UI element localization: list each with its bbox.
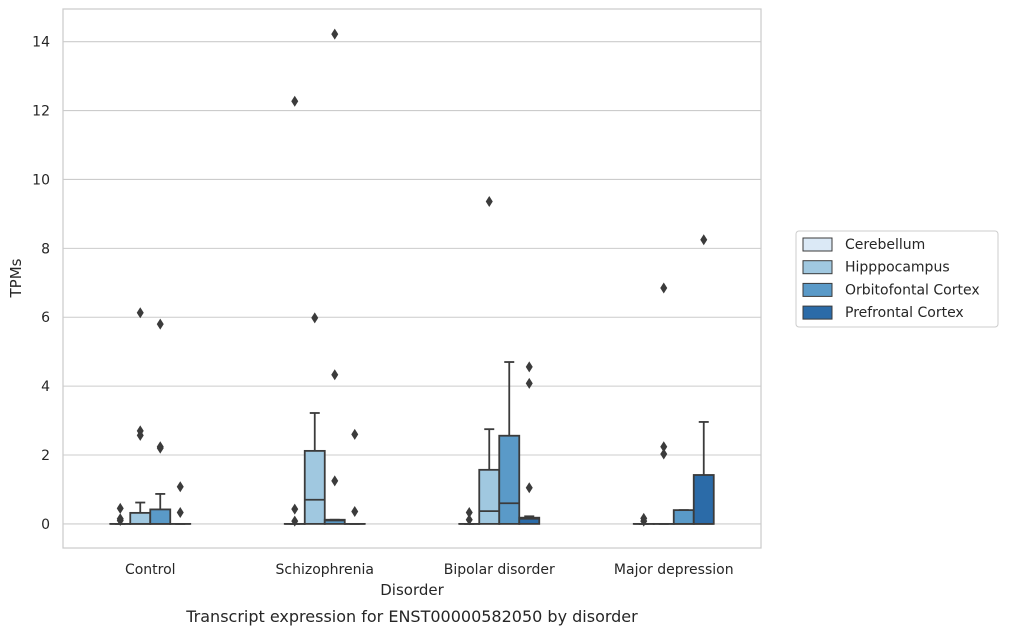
outlier-point	[157, 319, 164, 330]
legend-swatch	[803, 283, 832, 296]
box-hipppocampus	[305, 312, 325, 523]
x-axis-label: Disorder	[380, 581, 444, 599]
outlier-point	[291, 516, 298, 527]
outlier-point	[700, 234, 707, 245]
y-tick-label: 8	[41, 241, 50, 257]
plot-frame	[63, 9, 761, 548]
outlier-point	[660, 282, 667, 293]
box-hipppocampus	[479, 196, 499, 524]
x-tick-label: Bipolar disorder	[444, 562, 555, 578]
y-tick-label: 6	[41, 310, 50, 326]
x-tick-label: Schizophrenia	[276, 562, 374, 578]
outlier-point	[157, 443, 164, 454]
outlier-point	[331, 29, 338, 40]
outlier-point	[351, 429, 358, 440]
outlier-point	[291, 504, 298, 515]
legend-swatch	[803, 306, 832, 319]
outlier-point	[311, 312, 318, 323]
y-tick-label: 10	[32, 172, 50, 188]
box-prefrontal-cortex	[345, 429, 365, 524]
legend-label: Orbitofontal Cortex	[845, 282, 980, 298]
legend-swatch	[803, 238, 832, 251]
legend-label: Prefrontal Cortex	[845, 305, 964, 321]
legend-label: Hipppocampus	[845, 260, 950, 276]
box-cerebellum	[110, 503, 130, 526]
outlier-point	[351, 506, 358, 517]
box-orbitofontal-cortex	[674, 510, 694, 524]
y-tick-label: 12	[32, 104, 50, 120]
outlier-point	[137, 307, 144, 318]
outlier-point	[331, 369, 338, 380]
box-body	[694, 475, 714, 524]
box-cerebellum	[285, 96, 305, 527]
outlier-point	[177, 507, 184, 518]
y-tick-label: 0	[41, 517, 50, 533]
outlier-point	[291, 96, 298, 107]
y-tick-label: 14	[32, 35, 50, 51]
legend-label: Cerebellum	[845, 237, 925, 253]
grid-layer	[63, 42, 761, 524]
outlier-point	[486, 196, 493, 207]
box-orbitofontal-cortex	[325, 29, 345, 524]
outlier-point	[117, 503, 124, 514]
x-tick-label: Major depression	[614, 562, 734, 578]
box-body	[150, 509, 170, 523]
outlier-point	[526, 361, 533, 372]
y-tick-label: 4	[41, 379, 50, 395]
outlier-point	[660, 448, 667, 459]
legend: Cerebellum Hipppocampus Orbitofontal Corte…	[796, 231, 998, 327]
chart-caption: Transcript expression for ENST0000058205…	[185, 607, 638, 626]
box-body	[674, 510, 694, 524]
y-tick-label: 2	[41, 448, 50, 464]
y-tick-labels: 0 2 4 6 8 10 12 14	[32, 35, 50, 533]
x-tick-labels: Control Schizophrenia Bipolar disorder Majo…	[125, 562, 734, 578]
x-tick-label: Control	[125, 562, 176, 578]
outlier-point	[526, 378, 533, 389]
box-layer	[110, 29, 714, 527]
box-orbitofontal-cortex	[150, 319, 170, 524]
box-body	[130, 513, 150, 524]
box-body	[479, 470, 499, 524]
outlier-point	[526, 482, 533, 493]
box-body	[499, 436, 519, 524]
box-body	[305, 451, 325, 524]
box-hipppocampus	[130, 307, 150, 524]
box-prefrontal-cortex	[170, 481, 190, 524]
box-hipppocampus	[654, 282, 674, 523]
outlier-point	[331, 475, 338, 486]
box-cerebellum	[459, 507, 479, 525]
legend-swatch	[803, 261, 832, 274]
box-prefrontal-cortex	[694, 234, 714, 524]
y-axis-label: TPMs	[7, 258, 25, 298]
outlier-point	[177, 481, 184, 492]
box-cerebellum	[634, 513, 654, 527]
